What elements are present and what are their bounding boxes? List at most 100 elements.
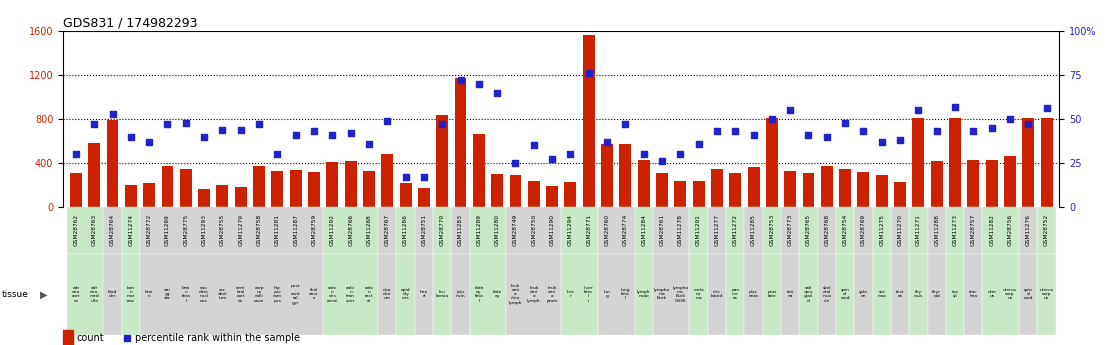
Point xyxy=(433,121,451,127)
Text: GSM11279: GSM11279 xyxy=(238,214,244,246)
Point xyxy=(1001,116,1018,122)
Point xyxy=(745,132,763,138)
Point xyxy=(928,129,945,134)
FancyBboxPatch shape xyxy=(763,254,782,335)
Text: GSM11273: GSM11273 xyxy=(952,214,958,246)
Point xyxy=(818,134,836,139)
Text: epid
idy
mis: epid idy mis xyxy=(401,288,411,300)
Text: lung
feta
l: lung feta l xyxy=(621,288,630,300)
FancyBboxPatch shape xyxy=(782,254,799,335)
Text: GSM28755: GSM28755 xyxy=(220,214,225,246)
Point xyxy=(488,90,506,95)
FancyBboxPatch shape xyxy=(469,207,506,254)
Text: lympho
ma
Burk: lympho ma Burk xyxy=(654,288,670,300)
FancyBboxPatch shape xyxy=(66,254,103,335)
Point xyxy=(598,139,615,145)
Text: GSM28760: GSM28760 xyxy=(604,214,610,246)
Bar xyxy=(290,170,301,207)
FancyBboxPatch shape xyxy=(690,207,707,254)
FancyBboxPatch shape xyxy=(964,207,983,254)
Text: leu
kemia: leu kemia xyxy=(436,290,448,298)
Text: GSM28749: GSM28749 xyxy=(513,214,518,246)
Point xyxy=(1020,121,1037,127)
FancyBboxPatch shape xyxy=(433,207,452,254)
Point xyxy=(85,121,103,127)
FancyBboxPatch shape xyxy=(506,207,561,254)
Bar xyxy=(528,181,540,207)
Bar xyxy=(912,118,924,207)
FancyBboxPatch shape xyxy=(726,254,744,335)
Text: cau
date
nucl
eus: cau date nucl eus xyxy=(199,286,209,303)
FancyBboxPatch shape xyxy=(379,254,396,335)
FancyBboxPatch shape xyxy=(634,254,653,335)
Text: sple
en: sple en xyxy=(859,290,868,298)
FancyBboxPatch shape xyxy=(415,207,433,254)
Text: kidn
ey
feta
l: kidn ey feta l xyxy=(474,286,484,303)
Point xyxy=(653,158,671,164)
Text: GSM28762: GSM28762 xyxy=(73,214,79,246)
Text: GSM28765: GSM28765 xyxy=(806,214,811,246)
Text: GSM28773: GSM28773 xyxy=(788,214,793,246)
Bar xyxy=(730,174,742,207)
FancyBboxPatch shape xyxy=(561,207,598,254)
Bar xyxy=(363,171,375,207)
Bar xyxy=(674,181,686,207)
Bar xyxy=(217,185,228,207)
Bar xyxy=(858,172,869,207)
Point xyxy=(836,120,853,125)
Bar xyxy=(565,182,577,207)
Bar xyxy=(63,330,73,345)
Text: thy
mus: thy mus xyxy=(913,290,923,298)
Point xyxy=(470,81,488,87)
Bar xyxy=(1041,118,1053,207)
Text: GSM11272: GSM11272 xyxy=(733,214,737,246)
FancyBboxPatch shape xyxy=(1020,254,1037,335)
Point xyxy=(104,111,122,117)
FancyBboxPatch shape xyxy=(909,254,928,335)
Point xyxy=(983,125,1001,130)
Point xyxy=(323,132,341,138)
Bar xyxy=(876,175,888,207)
Text: bon
e
mar
row: bon e mar row xyxy=(126,286,135,303)
FancyBboxPatch shape xyxy=(653,254,690,335)
Text: GSM11271: GSM11271 xyxy=(915,214,921,246)
Point xyxy=(177,120,195,125)
FancyBboxPatch shape xyxy=(1037,207,1056,254)
FancyBboxPatch shape xyxy=(818,207,836,254)
Bar xyxy=(492,174,503,207)
FancyBboxPatch shape xyxy=(763,207,782,254)
Text: GSM11276: GSM11276 xyxy=(1026,214,1031,246)
Point xyxy=(855,129,872,134)
Bar xyxy=(766,118,778,207)
FancyBboxPatch shape xyxy=(103,207,122,254)
FancyBboxPatch shape xyxy=(561,254,598,335)
FancyBboxPatch shape xyxy=(452,254,469,335)
Text: GSM11289: GSM11289 xyxy=(476,214,482,246)
Text: cer
ebel
lum: cer ebel lum xyxy=(218,288,227,300)
Bar xyxy=(931,161,943,207)
Point xyxy=(726,129,744,134)
FancyBboxPatch shape xyxy=(799,254,818,335)
Text: GSM11284: GSM11284 xyxy=(641,214,646,246)
Bar xyxy=(436,115,448,207)
Bar xyxy=(949,118,961,207)
Bar xyxy=(656,174,668,207)
FancyBboxPatch shape xyxy=(964,254,983,335)
Text: adr
ena
cort
ex: adr ena cort ex xyxy=(72,286,80,303)
Text: colo
n
rect
al: colo n rect al xyxy=(364,286,373,303)
Point xyxy=(544,157,561,162)
Point xyxy=(940,241,958,247)
Bar xyxy=(601,144,613,207)
Text: GSM11288: GSM11288 xyxy=(934,214,939,246)
FancyBboxPatch shape xyxy=(799,207,818,254)
FancyBboxPatch shape xyxy=(653,207,690,254)
Point xyxy=(452,78,469,83)
Text: lun
g: lun g xyxy=(603,290,610,298)
Bar xyxy=(381,154,393,207)
Point xyxy=(342,130,360,136)
Text: skel
etal
mus
cle: skel etal mus cle xyxy=(823,286,831,303)
Text: post
.
cent
ral
gyr: post . cent ral gyr xyxy=(291,284,300,305)
Text: GSM11270: GSM11270 xyxy=(898,214,902,246)
Bar xyxy=(693,181,704,207)
FancyBboxPatch shape xyxy=(855,254,872,335)
